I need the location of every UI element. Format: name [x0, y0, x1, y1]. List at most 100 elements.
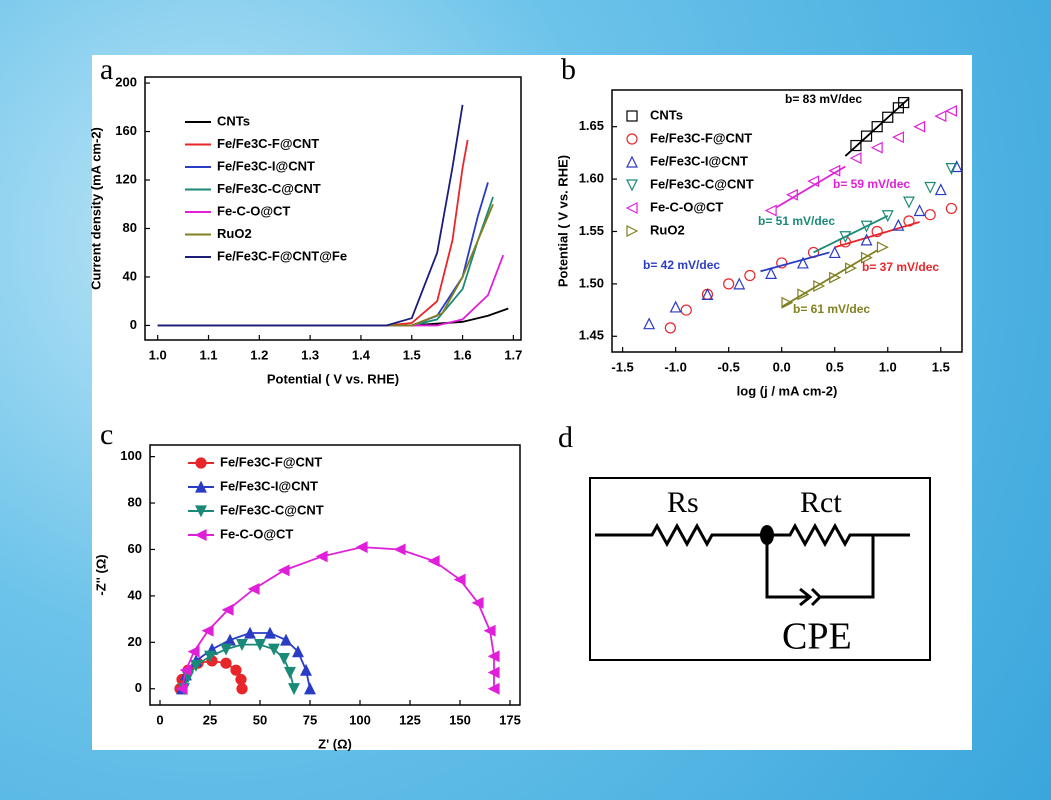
marker: [882, 111, 894, 123]
x-tick-label: 50: [253, 712, 267, 727]
marker: [204, 650, 216, 663]
marker: [201, 624, 214, 637]
legend-label: Fe/Fe3C-F@CNT: [220, 454, 322, 469]
panel-label: b: [561, 53, 576, 86]
y-tick-label: 200: [115, 74, 137, 89]
marker: [626, 133, 638, 145]
marker: [924, 181, 937, 194]
y-tick-label: 1.45: [579, 328, 604, 343]
marker: [924, 209, 936, 221]
x-axis-label: log (j / mA cm-2): [737, 383, 838, 398]
marker: [807, 175, 820, 188]
marker: [723, 278, 735, 290]
marker: [487, 682, 500, 695]
x-tick-label: 1.0: [149, 347, 167, 362]
marker: [284, 666, 296, 679]
y-tick-label: 0: [135, 680, 142, 695]
marker: [483, 624, 496, 637]
marker: [195, 457, 207, 469]
diagram-frame: [589, 477, 931, 661]
plot-frame: [149, 444, 521, 706]
y-tick-label: 80: [123, 220, 137, 235]
marker: [626, 225, 639, 237]
plot-frame: [144, 76, 522, 341]
legend-label: CNTs: [217, 113, 250, 128]
y-tick-label: 160: [115, 123, 137, 138]
fit-line: [813, 214, 889, 254]
fit-line: [834, 221, 920, 249]
marker: [744, 269, 756, 282]
marker: [902, 196, 915, 209]
figure-panel: [92, 55, 972, 750]
marker: [277, 564, 290, 577]
fit-label: b= 42 mV/dec: [643, 258, 720, 272]
marker: [870, 141, 883, 154]
marker: [860, 130, 873, 142]
marker: [797, 288, 810, 301]
marker: [315, 550, 328, 563]
y-tick-label: 1.65: [579, 118, 604, 133]
legend-label: Fe/Fe3C-I@CNT: [220, 478, 318, 493]
legend-label: Fe-C-O@CT: [217, 203, 290, 218]
marker: [765, 267, 778, 279]
y-tick-label: 40: [128, 587, 142, 602]
marker: [300, 663, 312, 676]
marker: [453, 573, 466, 586]
x-axis-label: Z' (Ω): [318, 736, 352, 751]
marker: [781, 296, 794, 309]
y-axis-label: Potential ( V vs. RHE): [555, 155, 570, 287]
marker: [934, 110, 947, 123]
marker: [871, 225, 883, 238]
plot-frame: [611, 89, 963, 353]
marker: [945, 104, 957, 117]
rct-label: Rct: [800, 486, 842, 519]
fit-line: [775, 165, 846, 209]
marker: [268, 643, 280, 656]
marker: [235, 673, 247, 686]
marker: [195, 480, 207, 493]
marker: [860, 251, 873, 264]
marker: [195, 505, 207, 518]
x-tick-label: 0: [156, 712, 163, 727]
marker: [626, 110, 638, 122]
marker: [950, 160, 963, 173]
legend-label: Fe/Fe3C-C@CNT: [650, 176, 754, 191]
x-tick-label: 1.5: [403, 347, 421, 362]
marker: [487, 650, 500, 663]
marker: [913, 204, 926, 217]
marker: [849, 152, 862, 165]
series-line: [157, 104, 464, 327]
marker: [860, 220, 873, 233]
marker: [247, 582, 260, 595]
x-tick-label: 1.1: [199, 347, 217, 362]
marker: [892, 131, 904, 144]
y-tick-label: 120: [115, 171, 137, 186]
marker: [264, 626, 276, 639]
marker: [876, 241, 889, 254]
fit-label: b= 37 mV/dec: [862, 260, 939, 274]
x-tick-label: 125: [399, 712, 421, 727]
marker: [236, 683, 248, 695]
marker: [471, 596, 484, 609]
marker: [701, 288, 714, 300]
marker: [254, 639, 266, 651]
marker: [427, 555, 440, 568]
cpe-label: CPE: [782, 616, 852, 658]
fit-line: [760, 251, 830, 273]
legend-label: CNTs: [650, 107, 683, 122]
marker: [179, 664, 192, 677]
marker: [850, 139, 862, 152]
fit-label: b= 51 mV/dec: [758, 214, 835, 228]
marker: [190, 659, 202, 672]
marker: [934, 183, 947, 196]
x-tick-label: 1.6: [454, 347, 472, 362]
marker: [839, 231, 852, 244]
x-tick-label: 1.3: [301, 347, 319, 362]
x-tick-label: 100: [349, 712, 371, 727]
legend-label: Fe/Fe3C-C@CNT: [220, 502, 324, 517]
marker: [280, 633, 292, 646]
x-tick-label: 1.4: [352, 347, 371, 362]
fit-line: [844, 97, 910, 157]
